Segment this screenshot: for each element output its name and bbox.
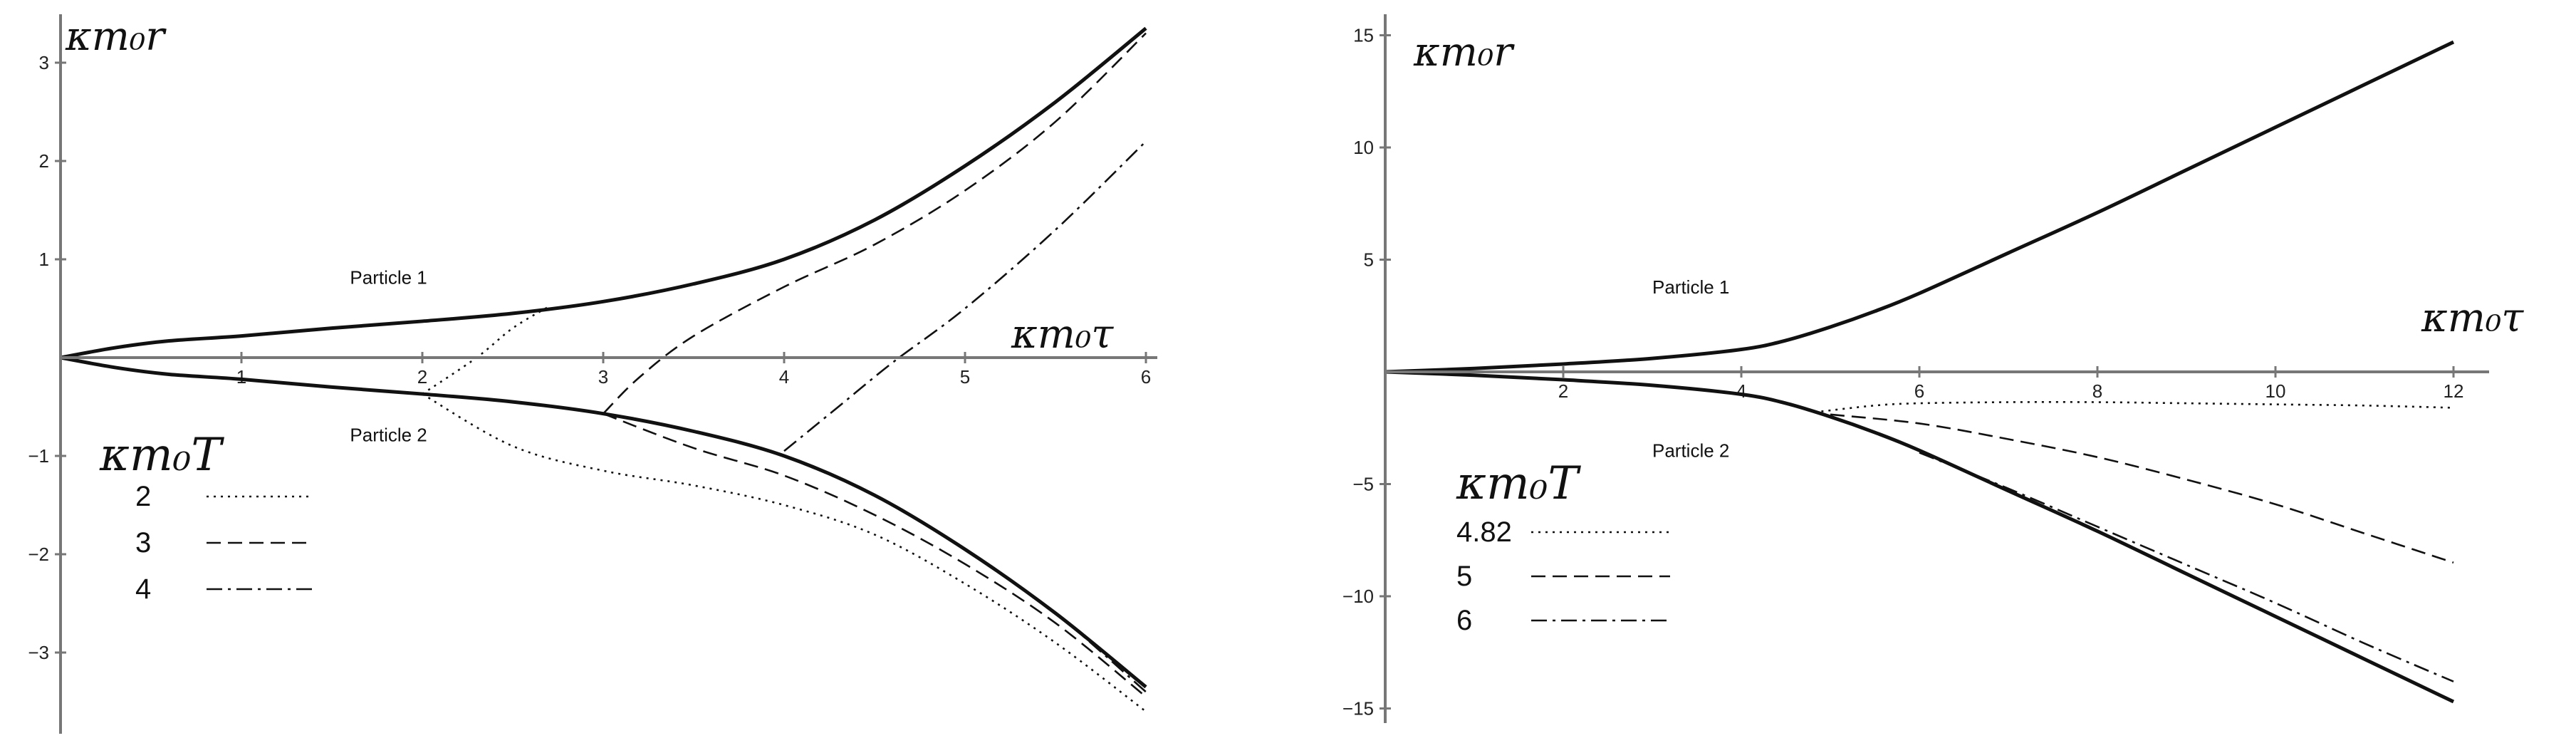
left-particle-1-label: Particle 1: [350, 267, 427, 289]
right-axes: [1384, 14, 2489, 723]
left-series-main-0-line: [60, 26, 1147, 360]
right-y-tick-label: 10: [1353, 137, 1374, 158]
right-y-tick-label: −10: [1342, 586, 1374, 607]
right-chart: 2 4 6 8 10 12 −15 −10 −5 5 10 15 κm₀r κm₀τ Particle…: [1342, 14, 2524, 723]
right-x-tick-label: 4: [1736, 380, 1746, 402]
left-y-tick-label: 2: [39, 150, 49, 172]
right-particle-2-label: Particle 2: [1652, 440, 1729, 462]
right-x-tick-label: 8: [2092, 380, 2102, 402]
left-legend-items: 2 3 4: [135, 481, 313, 605]
left-x-tick-label: 3: [598, 366, 608, 388]
left-x-tick-label: 2: [417, 366, 427, 388]
left-y-axis-title: κm₀r: [65, 14, 167, 60]
right-y-tick-label: −15: [1342, 698, 1374, 720]
left-y-tick-label: −2: [28, 544, 49, 565]
right-particle-1-label: Particle 1: [1652, 276, 1729, 298]
right-series-T6-4-line: [1919, 452, 2454, 682]
left-series-main-1-line: [60, 355, 1147, 689]
right-x-axis-title: κm₀τ: [2421, 295, 2524, 341]
right-y-axis-title: κm₀r: [1413, 29, 1515, 76]
left-axes: [59, 14, 1157, 734]
right-x-tick-label: 10: [2265, 380, 2286, 402]
right-y-tick-label: 15: [1353, 25, 1374, 46]
left-series-T4-7-line: [783, 454, 1147, 693]
left-legend-title: κm₀T: [99, 429, 224, 482]
left-x-tick-label: 6: [1141, 366, 1151, 388]
left-series-T3-4-line: [603, 32, 1147, 415]
right-series-T5-3-line: [1830, 413, 2454, 563]
right-y-tick-label: −5: [1352, 474, 1374, 495]
left-series-T4-6-line: [783, 140, 1147, 452]
right-legend-title: κm₀T: [1456, 457, 1581, 510]
right-legend-label-4.82: 4.82: [1456, 516, 1512, 548]
right-series-main-1-line: [1385, 370, 2455, 704]
left-x-tick-label: 4: [779, 366, 789, 388]
left-series-T3-5-line: [603, 412, 1147, 698]
right-x-tick-label: 2: [1558, 380, 1568, 402]
right-series-main-0-line: [1385, 40, 2455, 374]
left-chart: 1 2 3 4 5 6 −3 −2 −1 1 2 3 κm₀r κm₀τ Particle 1 Par…: [28, 14, 1157, 734]
right-x-tick-label: 12: [2444, 380, 2464, 402]
left-legend-label-2: 2: [135, 481, 151, 512]
right-legend-label-6: 6: [1456, 605, 1472, 636]
right-legend-items: 4.82 5 6: [1456, 516, 1670, 636]
left-legend-label-4: 4: [135, 573, 151, 605]
left-particle-2-label: Particle 2: [350, 424, 427, 445]
left-y-tick-label: 3: [39, 52, 49, 73]
left-y-tick-label: −1: [28, 445, 49, 467]
left-legend-label-3: 3: [135, 527, 151, 559]
right-legend-label-5: 5: [1456, 561, 1472, 592]
left-x-tick-label: 1: [236, 366, 246, 388]
right-y-tick-label: 5: [1364, 249, 1374, 271]
left-legend: κm₀T 2 3 4: [99, 429, 313, 605]
left-curves: [60, 26, 1147, 712]
left-y-tick-label: 1: [39, 249, 49, 270]
right-curves: [1385, 40, 2455, 704]
right-x-tick-label: 6: [1914, 380, 1924, 402]
left-x-axis-title: κm₀τ: [1011, 311, 1114, 358]
left-y-tick-label: −3: [28, 642, 49, 663]
right-legend: κm₀T 4.82 5 6: [1456, 457, 1670, 636]
left-x-tick-label: 5: [960, 366, 970, 388]
